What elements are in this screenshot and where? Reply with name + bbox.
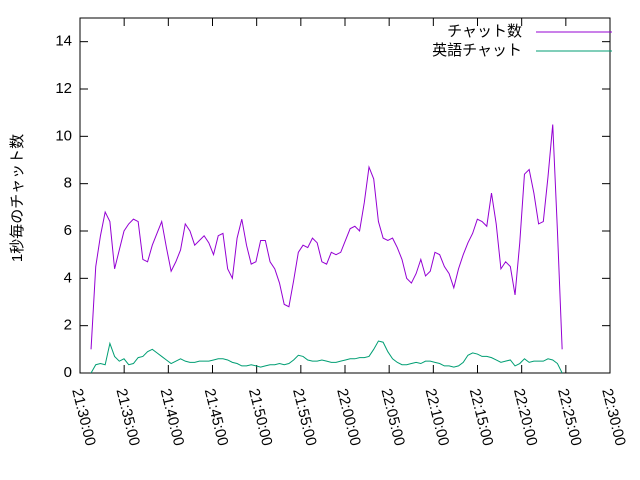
x-tick-label: 22:05:00 — [377, 387, 408, 448]
y-tick-label: 2 — [64, 317, 72, 334]
y-tick-label: 6 — [64, 222, 72, 239]
y-tick-label: 4 — [64, 269, 72, 286]
y-tick-label: 0 — [64, 364, 72, 381]
x-tick-label: 22:15:00 — [466, 387, 497, 448]
x-tick-label: 21:50:00 — [245, 387, 276, 448]
plot-border — [79, 17, 611, 374]
y-axis-label: 1秒毎のチャット数 — [9, 134, 26, 262]
x-tick-label: 21:35:00 — [112, 387, 143, 448]
x-tick-label: 21:30:00 — [68, 387, 99, 448]
x-tick-label: 22:30:00 — [598, 387, 629, 448]
x-tick-label: 21:40:00 — [157, 387, 188, 448]
x-tick-label: 21:45:00 — [201, 387, 232, 448]
y-tick-label: 12 — [55, 80, 72, 97]
x-tick-label: 21:55:00 — [289, 387, 320, 448]
data-line — [90, 340, 563, 374]
x-tick-label: 22:00:00 — [333, 387, 364, 448]
x-tick-label: 22:20:00 — [510, 387, 541, 448]
x-tick-label: 22:25:00 — [554, 387, 585, 448]
legend-label: チャット数 — [447, 23, 522, 40]
y-tick-label: 10 — [55, 127, 72, 144]
x-tick-label: 22:10:00 — [422, 387, 453, 448]
legend-label: 英語チャット — [432, 41, 522, 59]
y-tick-label: 8 — [64, 175, 72, 192]
y-tick-label: 14 — [55, 33, 72, 50]
data-line — [90, 124, 563, 350]
